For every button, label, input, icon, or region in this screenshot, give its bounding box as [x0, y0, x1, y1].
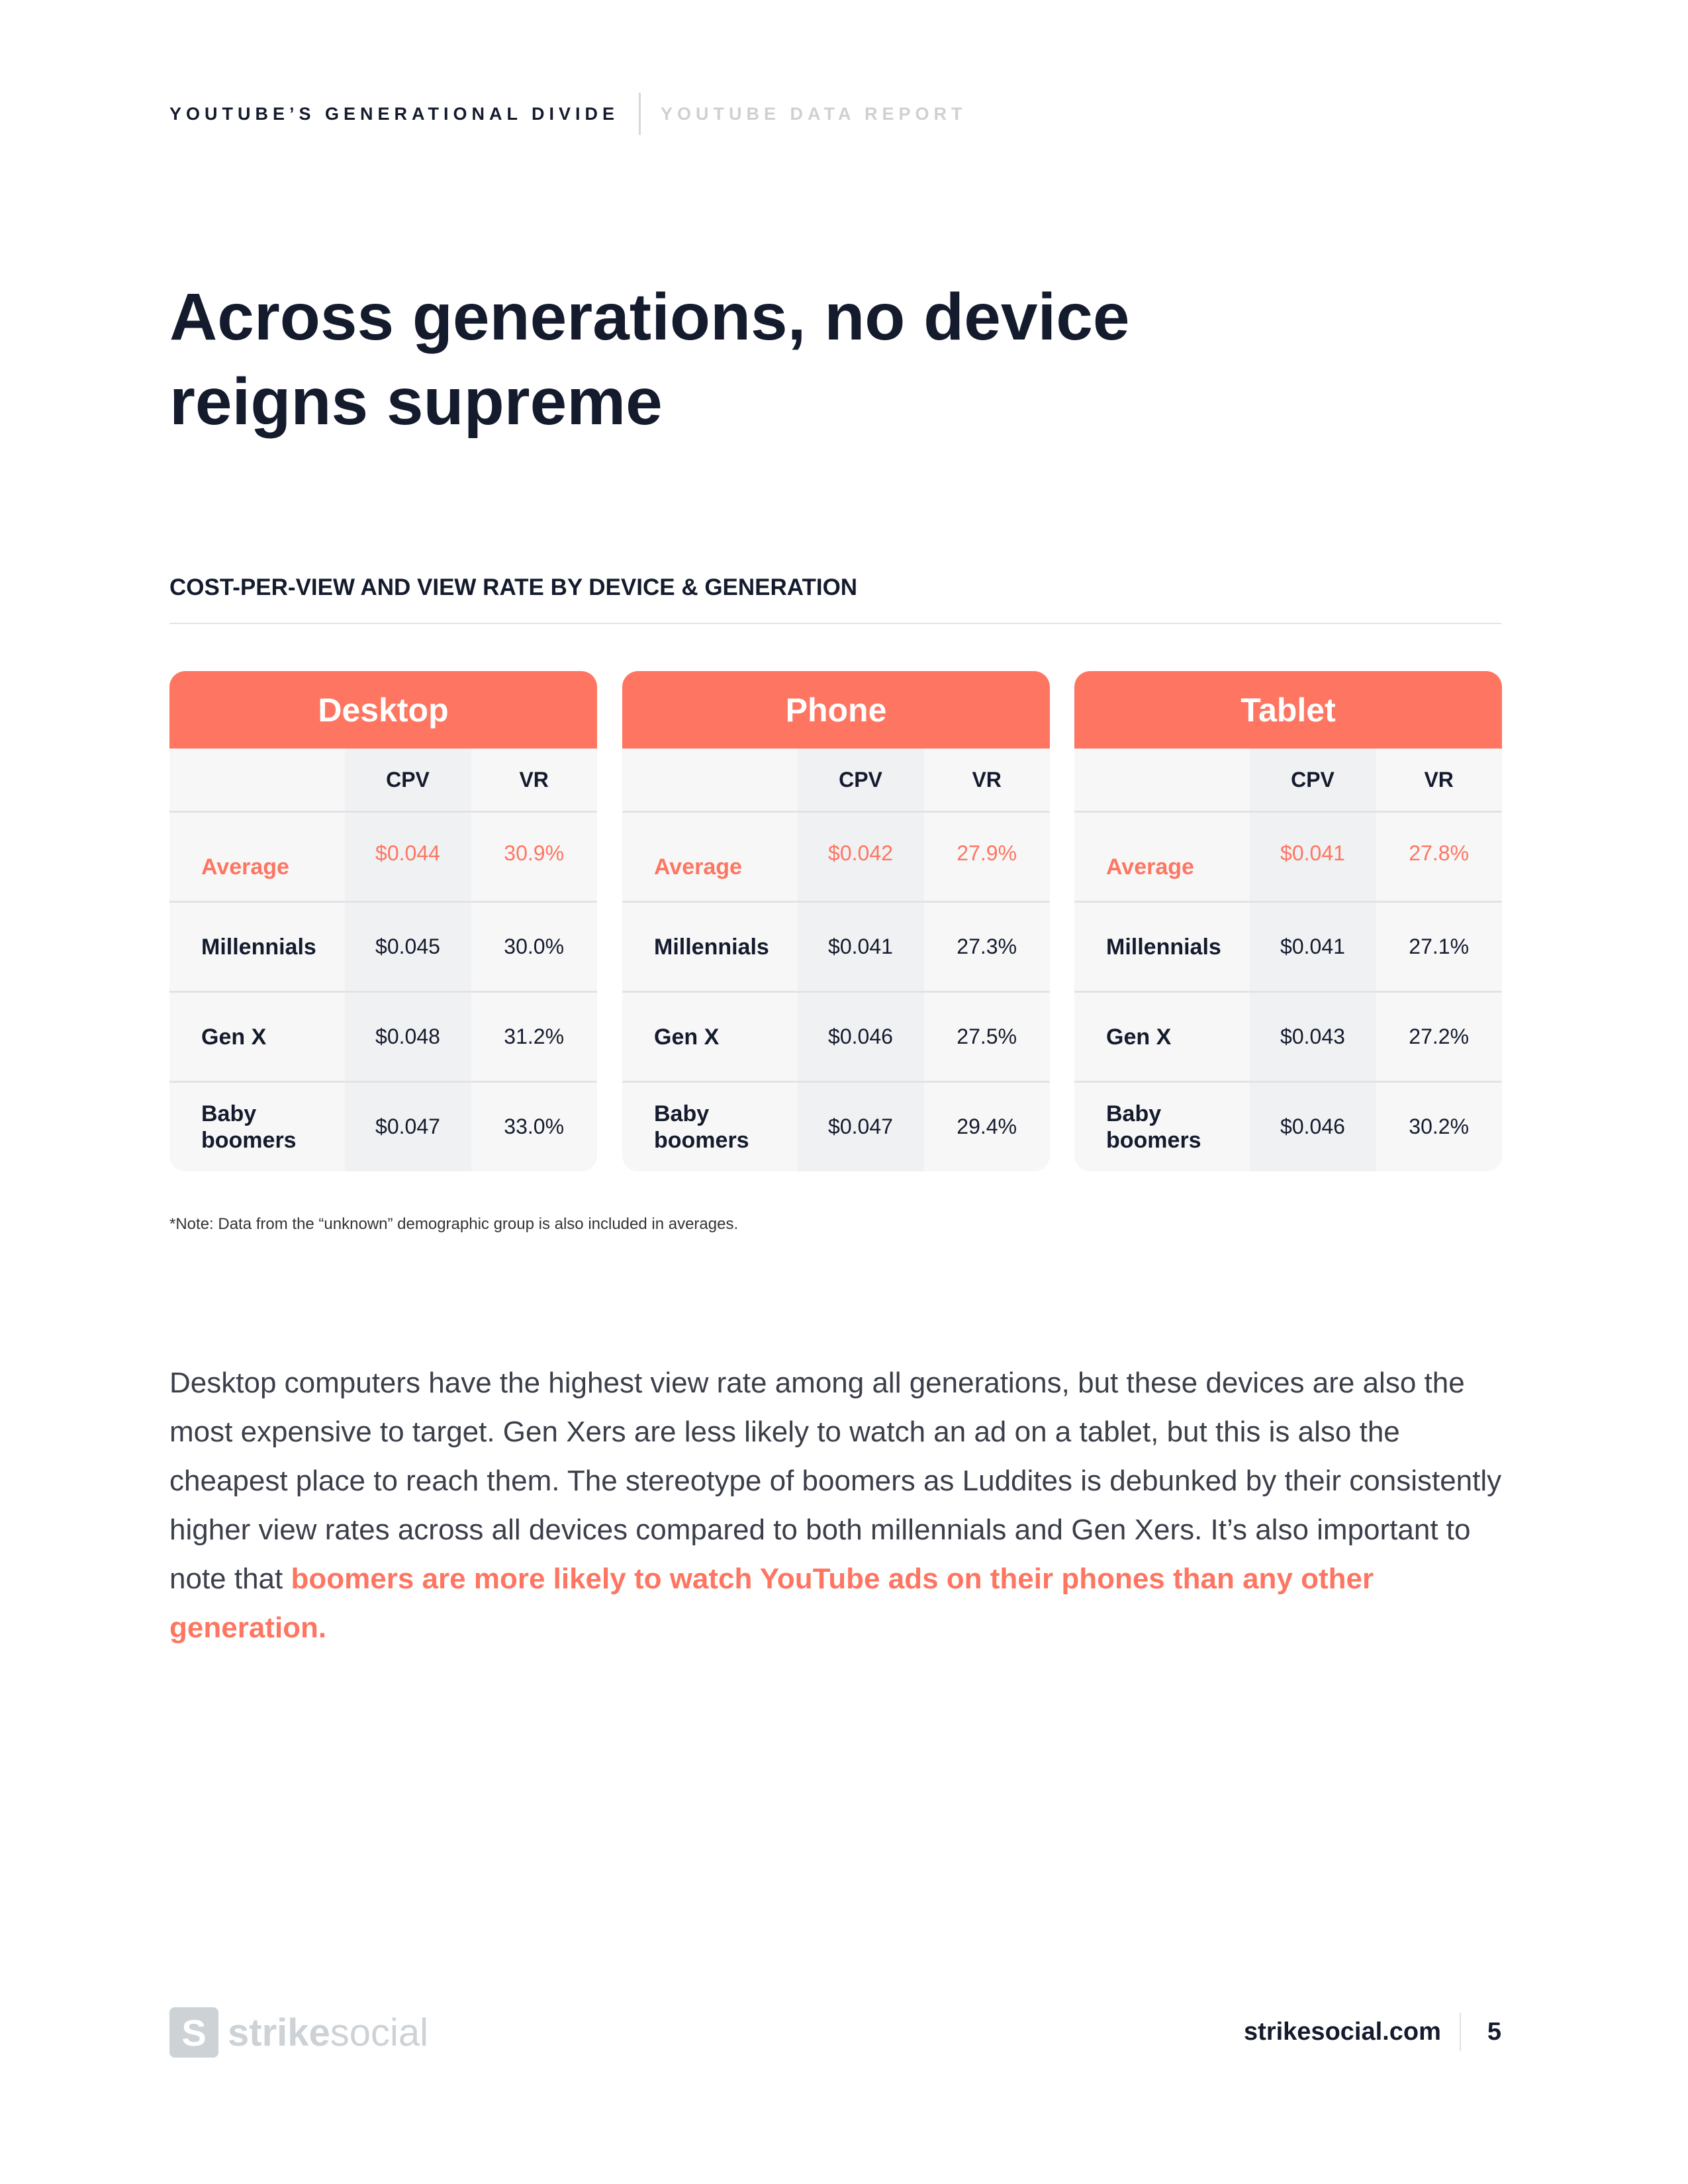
- row-label: Gen X: [1106, 1024, 1172, 1050]
- cpv-column-shade: [1250, 749, 1376, 1171]
- cpv-value: $0.048: [375, 1024, 440, 1048]
- table-row: Baby boomers $0.047 33.0%: [169, 1081, 597, 1171]
- cpv-value: $0.041: [828, 934, 893, 958]
- cpv-value: $0.046: [828, 1024, 893, 1048]
- row-label: Millennials: [1106, 934, 1221, 960]
- table-row: Millennials $0.045 30.0%: [169, 901, 597, 991]
- row-label: Average: [201, 854, 289, 880]
- row-label: Average: [654, 854, 742, 880]
- vr-value: 29.4%: [957, 1115, 1017, 1138]
- cpv-value: $0.041: [1280, 841, 1345, 865]
- cpv-header: CPV: [839, 767, 882, 792]
- device-header: Desktop: [169, 671, 597, 749]
- cpv-value: $0.047: [828, 1115, 893, 1138]
- device-header: Phone: [622, 671, 1050, 749]
- table-row: Gen X $0.046 27.5%: [622, 991, 1050, 1081]
- row-label: Millennials: [201, 934, 316, 960]
- cpv-value: $0.046: [1280, 1115, 1345, 1138]
- logo-mark-icon: S: [169, 2007, 218, 2058]
- cpv-header: CPV: [386, 767, 430, 792]
- cpv-value: $0.041: [1280, 934, 1345, 958]
- cpv-value: $0.045: [375, 934, 440, 958]
- table-row: Baby boomers $0.046 30.2%: [1074, 1081, 1502, 1171]
- table-section-title: COST-PER-VIEW AND VIEW RATE BY DEVICE & …: [169, 574, 858, 600]
- vr-value: 31.2%: [504, 1024, 565, 1048]
- table-row: Average $0.044 30.9%: [169, 811, 597, 901]
- column-header-row: CPV VR: [622, 749, 1050, 811]
- vr-value: 30.2%: [1409, 1115, 1470, 1138]
- row-label: Gen X: [201, 1024, 267, 1050]
- vr-value: 30.0%: [504, 934, 565, 958]
- body-paragraph: Desktop computers have the highest view …: [169, 1359, 1520, 1653]
- footer-url[interactable]: strikesocial.com: [1244, 2017, 1441, 2046]
- table-row: Average $0.042 27.9%: [622, 811, 1050, 901]
- vr-value: 27.8%: [1409, 841, 1470, 865]
- vr-value: 27.2%: [1409, 1024, 1470, 1048]
- body-text: Desktop computers have the highest view …: [169, 1367, 1502, 1595]
- row-label: Baby boomers: [201, 1101, 297, 1153]
- row-label: Gen X: [654, 1024, 720, 1050]
- table-tablet: Tablet CPV VR Average $0.041 27.8% Millennial…: [1074, 671, 1502, 1171]
- table-row: Baby boomers $0.047 29.4%: [622, 1081, 1050, 1171]
- strikesocial-logo: S strike social: [169, 2007, 428, 2058]
- column-header-row: CPV VR: [1074, 749, 1502, 811]
- cpv-value: $0.047: [375, 1115, 440, 1138]
- page-number: 5: [1487, 2017, 1501, 2046]
- row-label: Baby boomers: [654, 1101, 749, 1153]
- table-row: Gen X $0.048 31.2%: [169, 991, 597, 1081]
- column-header-row: CPV VR: [169, 749, 597, 811]
- table-row: Average $0.041 27.8%: [1074, 811, 1502, 901]
- cpv-column-shade: [798, 749, 924, 1171]
- cpv-value: $0.043: [1280, 1024, 1345, 1048]
- device-header: Tablet: [1074, 671, 1502, 749]
- page-title: Across generations, no device reigns sup…: [169, 280, 1130, 439]
- report-title: YOUTUBE DATA REPORT: [661, 103, 967, 124]
- row-label: Average: [1106, 854, 1194, 880]
- table-phone: Phone CPV VR Average $0.042 27.9% Millennials…: [622, 671, 1050, 1171]
- vr-value: 27.9%: [957, 841, 1017, 865]
- running-header: YOUTUBE’S GENERATIONAL DIVIDE YOUTUBE DA…: [169, 93, 967, 135]
- cpv-value: $0.042: [828, 841, 893, 865]
- logo-word-social: social: [330, 2011, 429, 2054]
- cpv-value: $0.044: [375, 841, 440, 865]
- logo-word-strike: strike: [228, 2011, 330, 2054]
- cpv-column-shade: [345, 749, 471, 1171]
- table-row: Millennials $0.041 27.1%: [1074, 901, 1502, 991]
- footer: strikesocial.com 5: [1244, 2012, 1501, 2052]
- table-row: Gen X $0.043 27.2%: [1074, 991, 1502, 1081]
- vr-value: 30.9%: [504, 841, 565, 865]
- row-label: Baby boomers: [1106, 1101, 1201, 1153]
- table-row: Millennials $0.041 27.3%: [622, 901, 1050, 991]
- vr-value: 27.5%: [957, 1024, 1017, 1048]
- table-desktop: Desktop CPV VR Average $0.044 30.9% Millennia…: [169, 671, 597, 1171]
- cpv-header: CPV: [1291, 767, 1335, 792]
- section-title: YOUTUBE’S GENERATIONAL DIVIDE: [169, 103, 620, 124]
- vr-header: VR: [972, 767, 1002, 792]
- row-label: Millennials: [654, 934, 769, 960]
- divider: [169, 623, 1501, 624]
- vr-value: 33.0%: [504, 1115, 565, 1138]
- vr-header: VR: [519, 767, 549, 792]
- footer-divider: [1459, 2013, 1461, 2051]
- highlight-text: boomers are more likely to watch YouTube…: [169, 1563, 1374, 1644]
- header-divider: [639, 93, 641, 135]
- vr-value: 27.1%: [1409, 934, 1470, 958]
- footnote: *Note: Data from the “unknown” demograph…: [169, 1215, 739, 1233]
- vr-value: 27.3%: [957, 934, 1017, 958]
- vr-header: VR: [1424, 767, 1454, 792]
